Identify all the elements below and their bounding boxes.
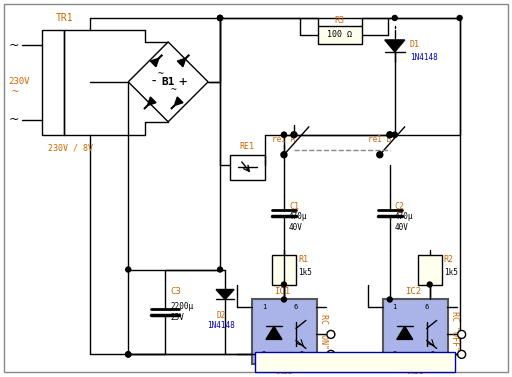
Circle shape (392, 132, 397, 137)
Text: RC "OFF": RC "OFF" (450, 311, 459, 351)
Text: R3: R3 (335, 17, 345, 26)
Text: 230V / 8V: 230V / 8V (48, 143, 93, 152)
Circle shape (457, 15, 462, 20)
Text: +: + (178, 75, 186, 89)
Text: 4: 4 (428, 356, 432, 362)
Text: ~: ~ (8, 38, 18, 51)
Text: ~: ~ (170, 85, 176, 95)
Text: 1N4148: 1N4148 (410, 54, 437, 63)
Text: 4N25: 4N25 (404, 367, 425, 376)
Text: 2: 2 (262, 351, 266, 357)
Circle shape (282, 132, 286, 137)
Text: 1N4148: 1N4148 (207, 321, 235, 330)
Text: C1: C1 (289, 202, 299, 211)
Circle shape (327, 330, 335, 339)
Circle shape (126, 352, 131, 357)
Circle shape (282, 132, 286, 137)
Polygon shape (397, 326, 413, 339)
Text: re1 A: re1 A (272, 135, 295, 144)
Polygon shape (216, 290, 234, 299)
Text: 25V: 25V (170, 313, 184, 322)
Circle shape (218, 15, 223, 20)
Polygon shape (151, 58, 159, 67)
Circle shape (377, 152, 383, 158)
Circle shape (291, 132, 297, 138)
Circle shape (327, 350, 335, 359)
Polygon shape (175, 97, 183, 106)
Text: 4N25: 4N25 (274, 367, 294, 376)
Bar (418, 254, 442, 285)
Text: R1: R1 (298, 255, 308, 264)
Circle shape (218, 15, 223, 20)
Circle shape (392, 132, 397, 137)
Circle shape (387, 297, 392, 302)
Text: 4: 4 (297, 356, 301, 362)
Bar (383, 299, 447, 365)
Text: C3: C3 (170, 287, 181, 296)
Text: IC2: IC2 (404, 287, 421, 296)
Text: www.ExtremeCircuits.net: www.ExtremeCircuits.net (297, 360, 412, 369)
Circle shape (327, 330, 335, 339)
Circle shape (327, 350, 335, 359)
Text: re1 B: re1 B (368, 135, 391, 144)
Text: ~: ~ (11, 87, 18, 97)
Text: 470μ: 470μ (289, 212, 307, 221)
Text: 5: 5 (431, 351, 435, 357)
Bar (272, 254, 296, 285)
Polygon shape (266, 326, 282, 339)
Text: ~: ~ (157, 69, 163, 79)
Text: 230V: 230V (8, 77, 30, 86)
Circle shape (392, 15, 397, 20)
Text: D1: D1 (410, 40, 420, 49)
Text: 1: 1 (393, 305, 397, 311)
Text: 6: 6 (424, 305, 429, 311)
Text: IC1: IC1 (274, 287, 290, 296)
Text: 40V: 40V (395, 223, 409, 232)
Text: D2: D2 (217, 311, 226, 320)
Text: 5: 5 (300, 351, 304, 357)
Text: RE1: RE1 (240, 142, 254, 151)
Bar (255, 352, 455, 372)
Text: 470μ: 470μ (395, 212, 413, 221)
Text: R2: R2 (444, 255, 454, 264)
Circle shape (282, 297, 286, 302)
Text: -: - (150, 75, 158, 89)
Text: ~: ~ (8, 113, 18, 126)
Circle shape (282, 282, 286, 287)
Text: 2200μ: 2200μ (170, 302, 193, 311)
Text: 1: 1 (262, 305, 266, 311)
Bar (252, 299, 317, 365)
Circle shape (281, 152, 287, 158)
Circle shape (126, 352, 131, 357)
Polygon shape (177, 58, 186, 67)
Text: C2: C2 (395, 202, 405, 211)
Circle shape (427, 282, 432, 287)
Text: 100 Ω: 100 Ω (327, 31, 352, 40)
Bar (230, 155, 265, 180)
Text: 1k5: 1k5 (444, 268, 458, 277)
Text: B1: B1 (161, 77, 175, 87)
Text: 2: 2 (393, 351, 397, 357)
Bar (318, 26, 362, 44)
Text: RC "ON": RC "ON" (319, 314, 328, 349)
Text: TR1: TR1 (55, 13, 73, 23)
Text: 1k5: 1k5 (298, 268, 312, 277)
Circle shape (458, 330, 465, 339)
Circle shape (458, 350, 465, 359)
Circle shape (387, 132, 393, 138)
Circle shape (218, 267, 223, 272)
Circle shape (126, 267, 131, 272)
Bar (42, 30, 65, 135)
Polygon shape (385, 40, 405, 52)
Circle shape (218, 15, 223, 20)
Circle shape (126, 352, 131, 357)
Text: 6: 6 (294, 305, 298, 311)
Circle shape (218, 15, 223, 20)
Polygon shape (147, 97, 156, 106)
Text: 40V: 40V (289, 223, 303, 232)
